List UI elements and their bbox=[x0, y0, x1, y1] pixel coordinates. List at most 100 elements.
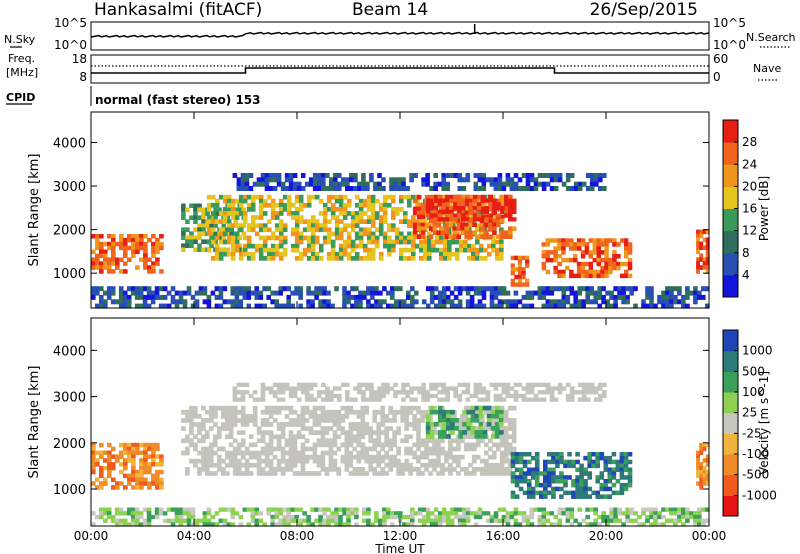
power-cell bbox=[193, 235, 198, 240]
power-cell bbox=[159, 245, 164, 251]
velocity-cell bbox=[401, 397, 406, 402]
velocity-cell bbox=[503, 438, 509, 444]
power-cell bbox=[222, 231, 228, 237]
velocity-cell bbox=[372, 438, 377, 444]
velocity-cell bbox=[494, 430, 500, 435]
velocity-cell bbox=[493, 386, 499, 391]
power-cell bbox=[318, 286, 323, 292]
velocity-cell bbox=[517, 393, 523, 399]
power-cell bbox=[441, 299, 447, 305]
velocity-cell bbox=[457, 522, 463, 527]
velocity-cell bbox=[619, 463, 625, 469]
velocity-cell bbox=[284, 438, 290, 444]
velocity-cell bbox=[280, 397, 286, 402]
power-cell bbox=[561, 246, 566, 251]
velocity-cell bbox=[190, 514, 196, 520]
power-cell bbox=[705, 269, 710, 274]
velocity-cell bbox=[460, 426, 465, 431]
power-cell bbox=[468, 217, 474, 222]
power-cell bbox=[294, 207, 300, 212]
velocity-cell bbox=[673, 522, 678, 527]
power-cell bbox=[358, 299, 363, 305]
power-cell bbox=[272, 177, 278, 183]
velocity-cell bbox=[557, 390, 563, 395]
power-cell bbox=[246, 294, 252, 300]
power-cell bbox=[439, 251, 444, 257]
power-cell bbox=[234, 215, 240, 220]
velocity-cell bbox=[468, 405, 473, 411]
power-cell bbox=[584, 250, 590, 255]
velocity-cell bbox=[300, 414, 306, 419]
velocity-cell bbox=[456, 446, 461, 452]
velocity-cell bbox=[445, 393, 450, 399]
velocity-cell bbox=[356, 414, 362, 419]
velocity-cell bbox=[693, 518, 698, 523]
power-cell bbox=[147, 257, 152, 262]
power-cell bbox=[677, 286, 682, 292]
velocity-cell bbox=[381, 382, 386, 387]
velocity-cell bbox=[522, 459, 528, 465]
velocity-cell bbox=[402, 522, 407, 527]
power-cell bbox=[159, 241, 164, 247]
power-cell bbox=[477, 299, 483, 305]
velocity-cell bbox=[595, 490, 600, 496]
velocity-cell bbox=[336, 409, 342, 415]
power-cell bbox=[193, 219, 198, 224]
velocity-cell bbox=[336, 467, 342, 472]
power-cell bbox=[190, 303, 196, 309]
power-cell bbox=[143, 257, 148, 262]
power-cell bbox=[444, 226, 450, 231]
velocity-cell bbox=[300, 462, 306, 468]
velocity-cell bbox=[201, 458, 206, 464]
power-cell bbox=[298, 294, 303, 300]
power-ytick-label: 2000 bbox=[53, 224, 86, 239]
power-cell bbox=[541, 286, 547, 292]
velocity-cell bbox=[460, 467, 465, 472]
velocity-cell bbox=[397, 390, 402, 395]
velocity-cell bbox=[440, 438, 445, 444]
power-cell bbox=[198, 286, 204, 292]
velocity-cell bbox=[381, 386, 386, 391]
power-cell bbox=[464, 210, 469, 216]
velocity-cell bbox=[393, 390, 398, 395]
velocity-cell bbox=[186, 514, 192, 520]
power-cell bbox=[181, 243, 186, 248]
velocity-cell bbox=[324, 471, 330, 476]
velocity-cell bbox=[488, 409, 493, 415]
velocity-cell bbox=[525, 390, 531, 395]
power-cell bbox=[569, 286, 575, 292]
velocity-cell bbox=[178, 511, 184, 516]
power-cell bbox=[437, 290, 443, 296]
power-cell bbox=[382, 239, 388, 245]
power-cell bbox=[209, 243, 214, 248]
power-cell bbox=[705, 245, 710, 250]
power-cell bbox=[338, 198, 344, 204]
power-cell bbox=[246, 251, 252, 257]
velocity-cell bbox=[429, 409, 435, 415]
power-cell bbox=[451, 239, 456, 245]
power-cell bbox=[218, 286, 224, 292]
velocity-cell bbox=[522, 475, 528, 480]
power-cell bbox=[218, 251, 224, 257]
velocity-cell bbox=[696, 465, 700, 471]
power-cell bbox=[377, 173, 382, 178]
power-cell bbox=[131, 245, 136, 251]
power-cell bbox=[427, 256, 432, 261]
power-cell bbox=[99, 286, 104, 292]
power-cell bbox=[350, 239, 356, 245]
power-cell bbox=[358, 211, 364, 216]
power-cell bbox=[236, 177, 242, 183]
velocity-cell bbox=[454, 418, 459, 423]
velocity-cell bbox=[221, 446, 226, 452]
power-cell bbox=[406, 290, 411, 296]
power-cell bbox=[521, 303, 527, 309]
power-cell bbox=[545, 173, 551, 178]
power-cell bbox=[374, 211, 380, 216]
velocity-cell bbox=[449, 507, 455, 512]
velocity-cell bbox=[601, 514, 606, 520]
power-cell bbox=[350, 286, 355, 292]
velocity-cell bbox=[385, 390, 390, 395]
velocity-cell bbox=[236, 418, 242, 423]
power-cell bbox=[475, 239, 480, 245]
